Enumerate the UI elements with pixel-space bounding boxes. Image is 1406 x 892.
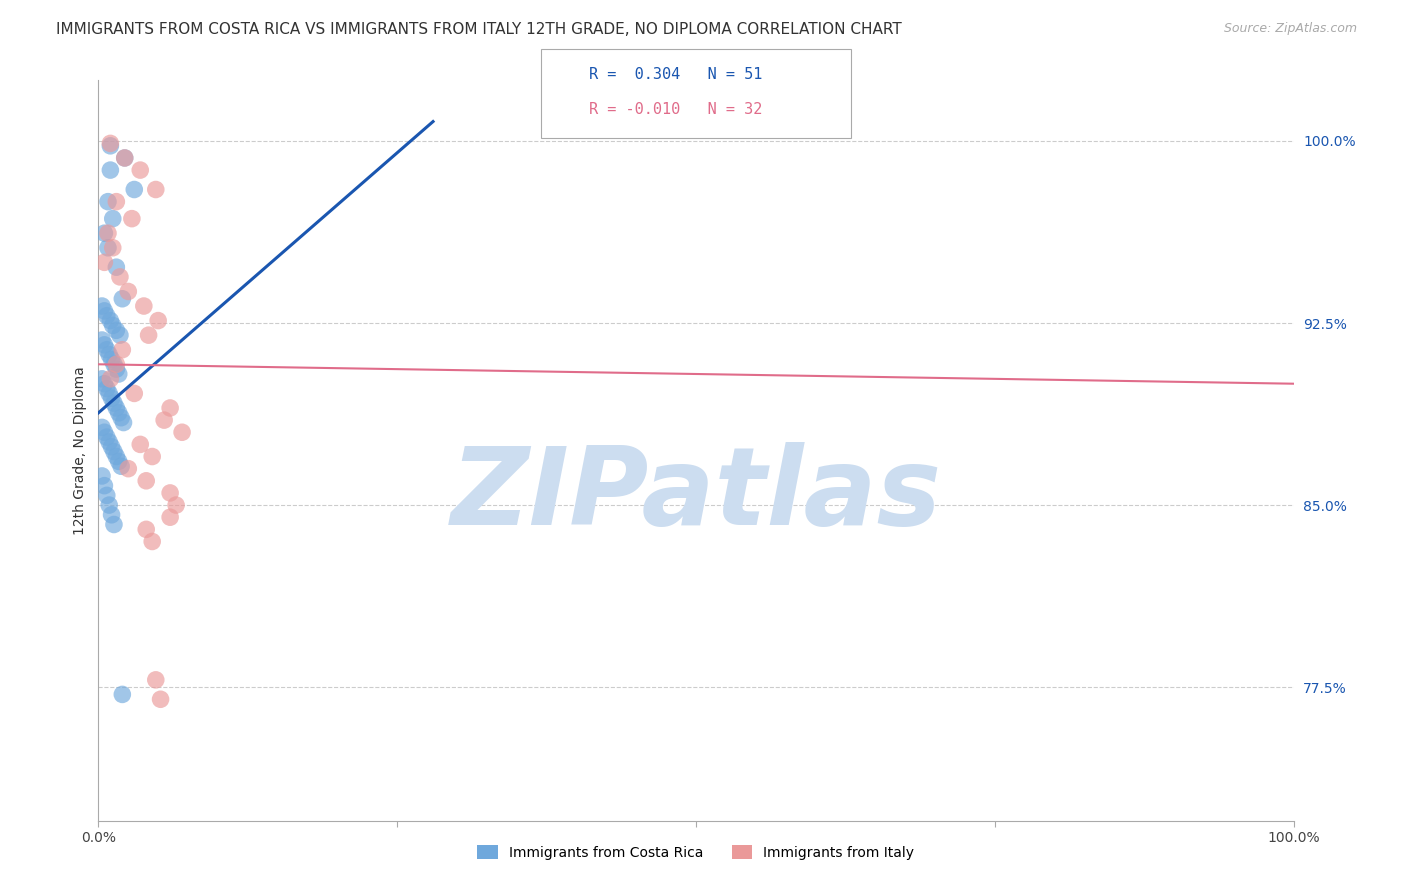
Point [97,241,120,255]
Point [110,459,132,474]
Y-axis label: 12th Grade, No Diploma: 12th Grade, No Diploma [73,366,87,535]
Point [148,313,170,327]
Point [93,376,115,391]
Point [141,450,163,464]
Point [105,194,128,209]
Point [132,299,155,313]
Legend: Immigrants from Costa Rica, Immigrants from Italy: Immigrants from Costa Rica, Immigrants f… [472,839,920,865]
Text: ZIPatlas: ZIPatlas [450,442,942,548]
Point [96,382,118,396]
Point [114,151,136,165]
Point [98,372,122,386]
Point [138,328,160,343]
Text: R =  0.304   N = 51: R = 0.304 N = 51 [589,67,762,81]
Point [96,343,118,357]
Point [105,450,128,464]
Point [98,136,122,151]
Point [98,498,121,512]
Point [114,151,136,165]
Point [98,348,121,362]
Point [145,673,167,687]
Point [103,357,125,371]
Point [103,396,125,410]
Point [103,517,125,532]
Point [117,461,139,475]
Point [93,255,115,269]
Point [105,401,128,415]
Point [101,241,124,255]
Point [93,478,115,492]
Text: Source: ZipAtlas.com: Source: ZipAtlas.com [1223,22,1357,36]
Point [91,333,114,347]
Point [91,469,114,483]
Point [117,285,139,299]
Point [111,687,134,701]
Point [121,211,143,226]
Point [93,338,115,352]
Point [91,299,114,313]
Point [108,328,131,343]
Point [103,444,125,458]
Point [165,498,187,512]
Point [135,522,157,536]
Point [159,401,181,415]
Point [153,413,176,427]
Point [98,386,121,401]
Point [159,510,181,524]
Point [97,194,120,209]
Point [93,304,115,318]
Point [124,182,146,196]
Point [96,430,118,444]
Point [98,434,121,449]
Point [124,386,146,401]
Point [107,454,129,468]
Point [93,425,115,440]
Point [93,226,115,240]
Point [110,410,132,425]
Point [129,163,152,178]
Point [91,420,114,434]
Point [96,309,118,323]
Point [111,343,134,357]
Point [112,416,135,430]
Point [145,182,167,196]
Point [100,391,122,405]
Point [159,486,181,500]
Point [100,508,122,522]
Point [105,362,128,376]
Point [108,269,131,284]
Point [141,534,163,549]
Point [98,163,122,178]
Point [98,138,122,153]
Point [111,292,134,306]
Text: IMMIGRANTS FROM COSTA RICA VS IMMIGRANTS FROM ITALY 12TH GRADE, NO DIPLOMA CORRE: IMMIGRANTS FROM COSTA RICA VS IMMIGRANTS… [56,22,903,37]
Point [105,357,128,371]
Point [100,440,122,454]
Point [107,406,129,420]
Point [98,313,122,327]
Point [105,323,128,337]
Point [96,488,118,502]
Point [97,226,120,240]
Point [129,437,152,451]
Text: R = -0.010   N = 32: R = -0.010 N = 32 [589,103,762,117]
Point [149,692,172,706]
Point [101,211,124,226]
Point [107,367,129,381]
Point [91,372,114,386]
Point [105,260,128,275]
Point [135,474,157,488]
Point [172,425,194,440]
Point [100,352,122,367]
Point [101,318,124,333]
